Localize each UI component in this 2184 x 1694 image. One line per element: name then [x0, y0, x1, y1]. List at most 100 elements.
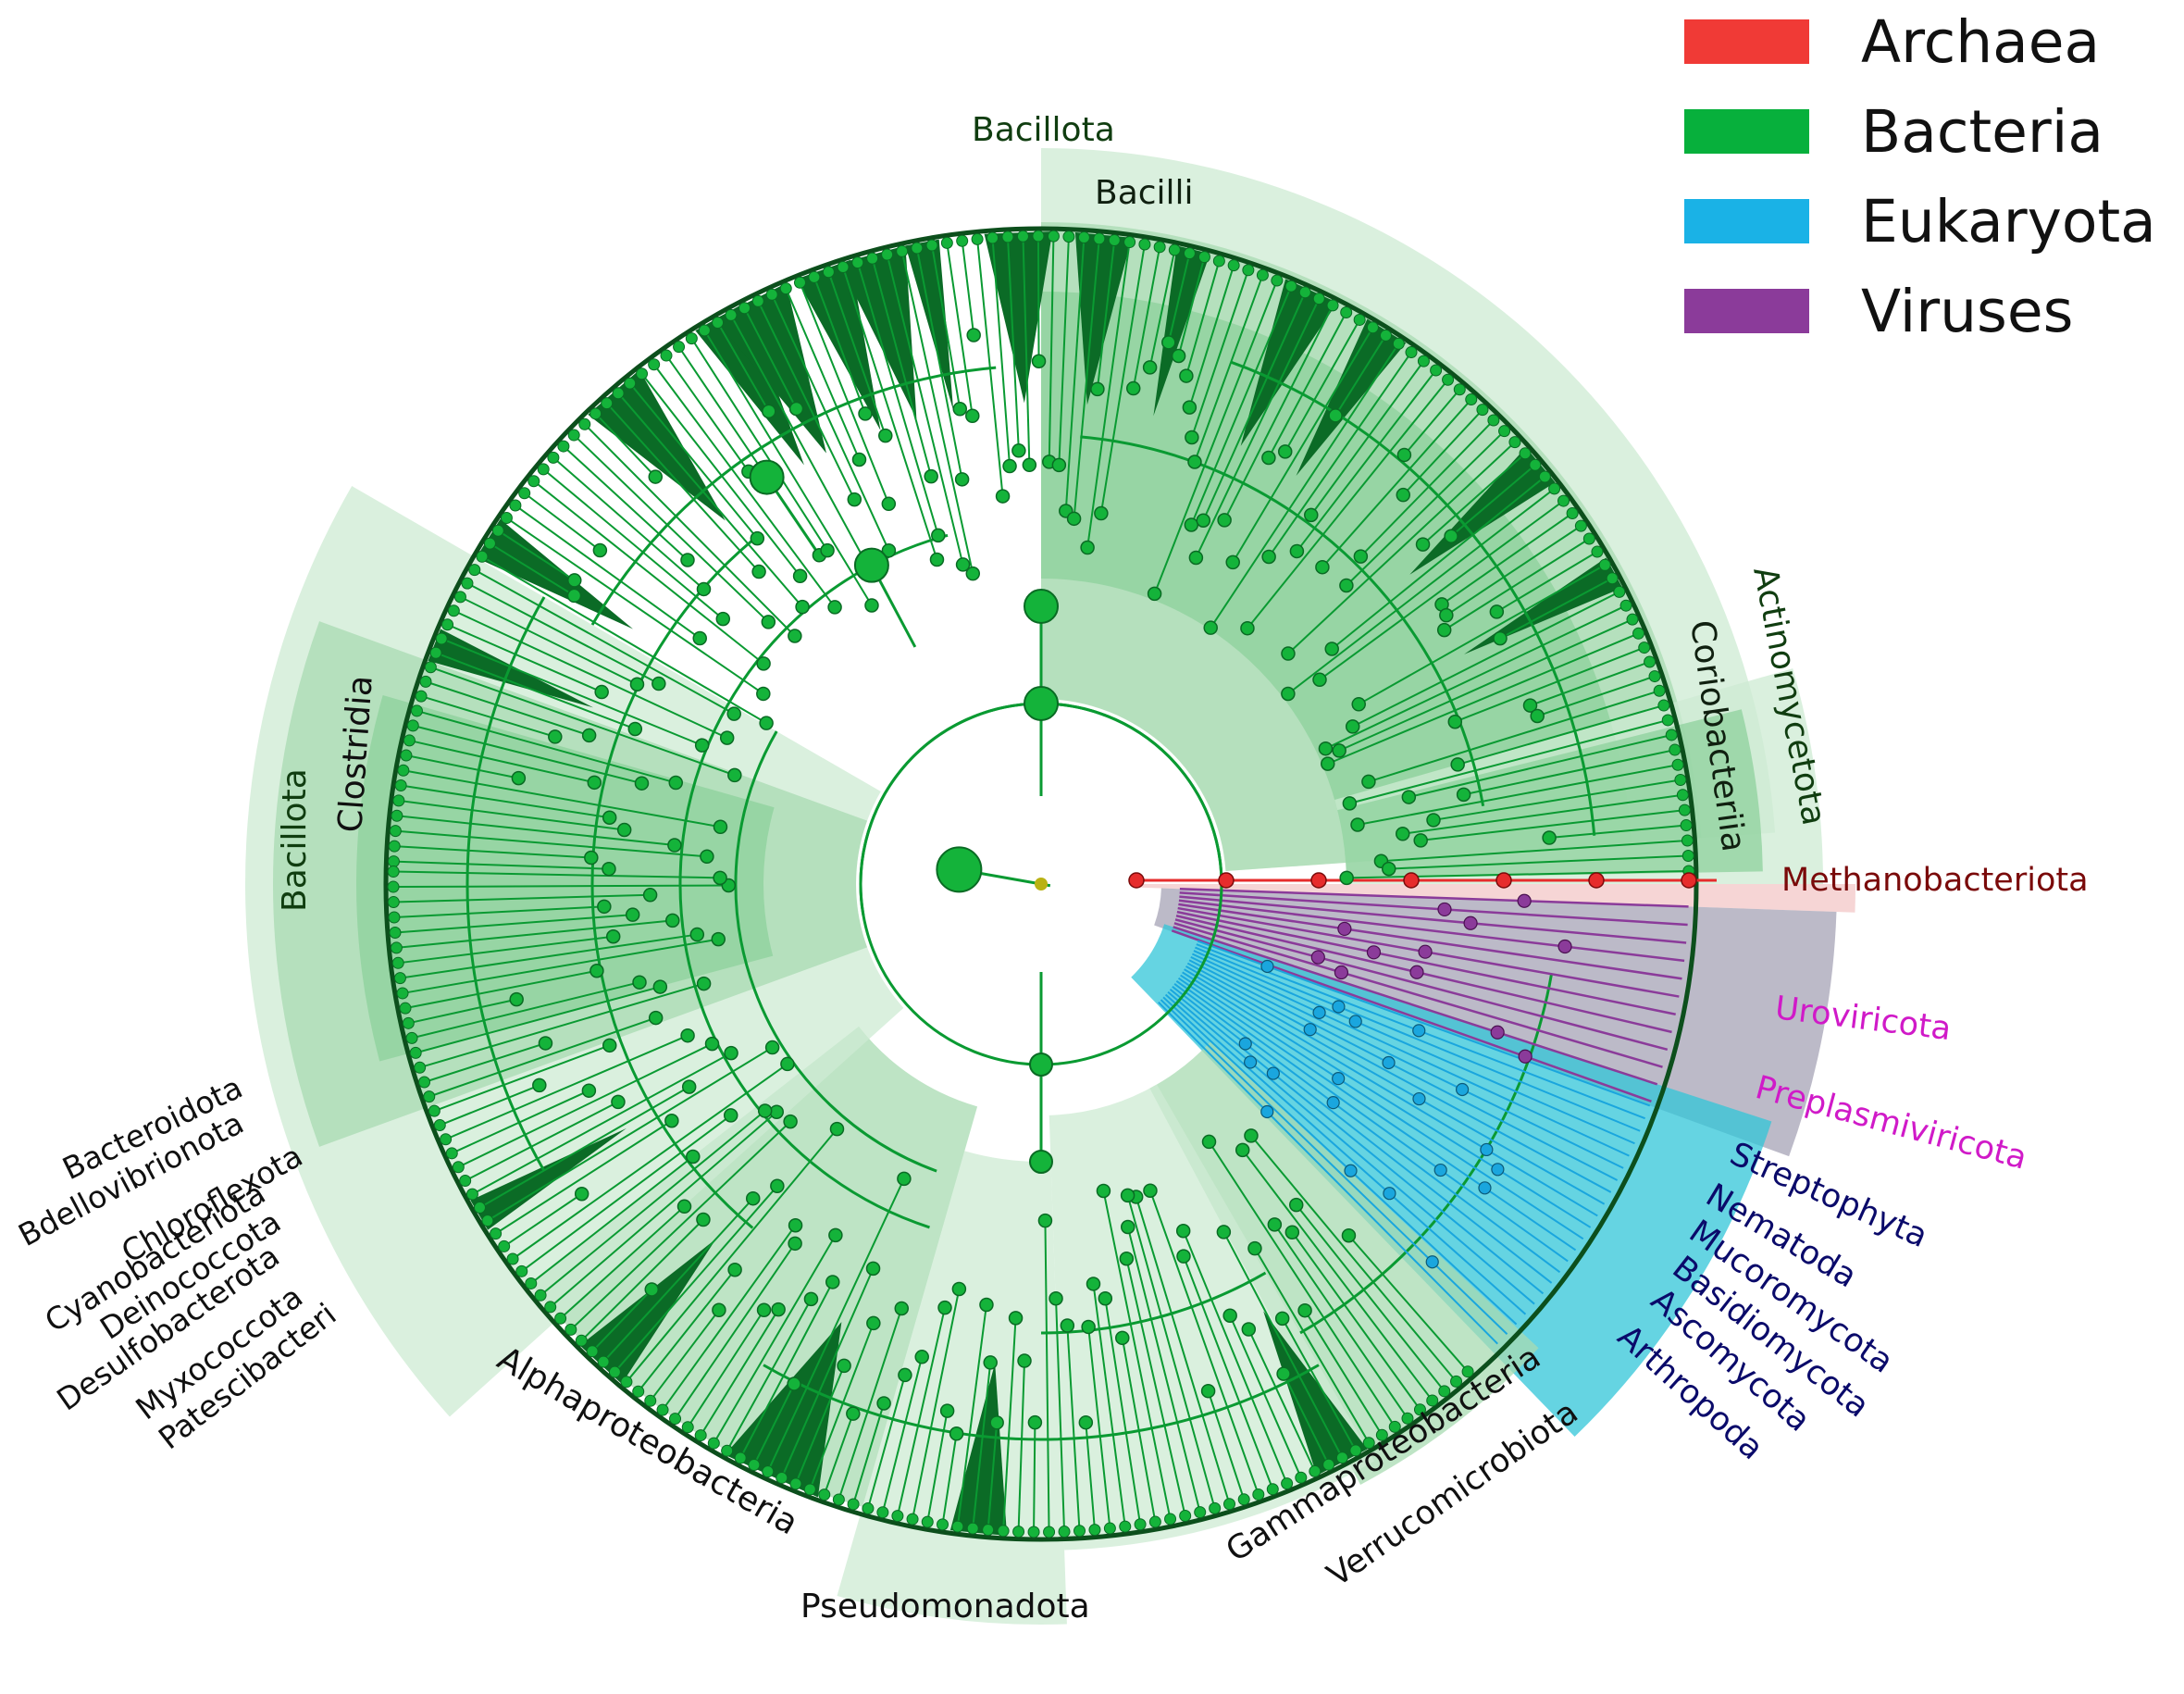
node: [1401, 790, 1417, 804]
eukaryote-node: [1344, 1164, 1358, 1177]
node: [1017, 1353, 1032, 1368]
leaf-branch: [1421, 809, 1685, 841]
leaf-branch: [1287, 441, 1516, 654]
node: [803, 1291, 819, 1307]
leaf-branch: [433, 1044, 611, 1113]
legend: Archaea Bacteria Eukaryota Viruses: [1684, 0, 2184, 370]
leaf-branch: [412, 724, 642, 785]
branch-arc-7: [590, 366, 997, 626]
leaf-branch: [823, 1413, 854, 1495]
leaf-node: [459, 1175, 472, 1188]
leaf-branch: [524, 492, 601, 552]
leaf-branch: [866, 1375, 906, 1509]
leaf-branch: [1022, 236, 1031, 466]
leaf-node: [612, 387, 625, 400]
leaf-branch: [1346, 869, 1689, 879]
leaf-branch: [1281, 1317, 1357, 1451]
leaf-node: [660, 349, 673, 362]
leaf-node: [847, 1498, 860, 1511]
node: [1008, 1311, 1024, 1326]
leaf-branch: [716, 321, 770, 412]
label-bacilli: Bacilli: [1095, 174, 1194, 212]
leaf-node: [500, 512, 513, 525]
node: [788, 1217, 803, 1233]
node: [759, 716, 774, 730]
virus-node: [1334, 965, 1349, 980]
node: [1222, 1308, 1237, 1323]
node: [1031, 354, 1047, 368]
leaf-node: [982, 1524, 995, 1537]
leaf-node: [1430, 364, 1443, 377]
node: [1415, 537, 1431, 552]
leaf-branch: [1190, 269, 1249, 438]
leaf-node: [971, 232, 984, 245]
eukaryote-branch: [1195, 946, 1641, 1132]
node: [1289, 543, 1305, 559]
node: [644, 1282, 660, 1297]
leaf-branch: [1331, 476, 1546, 650]
leaf-node: [891, 1510, 904, 1523]
leaf-node: [424, 661, 437, 674]
leaf-node: [620, 1376, 633, 1389]
leaf-branch: [687, 1309, 765, 1428]
leaf-branch: [447, 623, 602, 693]
node: [689, 927, 705, 942]
node: [667, 838, 682, 853]
virus-branch: [1178, 903, 1682, 980]
node: [1426, 813, 1441, 828]
eukaryote-node: [1383, 1187, 1396, 1201]
archaea-node: [1310, 872, 1327, 889]
leaf-branch: [570, 1120, 791, 1331]
leaf-branch: [1291, 1231, 1421, 1411]
virus-branch: [1176, 910, 1676, 1015]
leaf-node: [1058, 1526, 1071, 1538]
leaf-branch: [453, 609, 728, 740]
leaf-node: [1538, 470, 1551, 483]
node: [1125, 380, 1141, 396]
leaf-branch: [972, 1362, 992, 1529]
leaf-node: [515, 1264, 528, 1277]
leaf-branch: [396, 815, 676, 847]
clade-shading-layer: [244, 148, 1855, 1625]
leaf-branch: [842, 267, 938, 560]
leaf-branch: [1296, 369, 1437, 553]
node: [1353, 549, 1369, 564]
leaf-branch: [1153, 280, 1278, 594]
node: [1351, 697, 1366, 712]
leaf-node: [1164, 1513, 1177, 1526]
node: [1281, 686, 1296, 702]
leaf-node: [429, 646, 442, 659]
leaf-branch: [690, 338, 828, 552]
leaf-node: [1366, 321, 1379, 334]
node: [788, 1236, 802, 1252]
node: [788, 401, 804, 417]
leaf-node: [1442, 373, 1455, 386]
node: [668, 775, 684, 791]
leaf-branch: [394, 845, 591, 859]
leaf-branch: [1530, 661, 1650, 707]
eukaryote-branch: [1175, 979, 1569, 1263]
leaf-branch: [871, 257, 933, 477]
branch-arc-3: [590, 539, 754, 1229]
node: [864, 598, 879, 613]
leaf-node: [1335, 1451, 1348, 1464]
leaf-node: [483, 537, 496, 550]
leaf-branch: [780, 1267, 875, 1478]
leaf-node: [1298, 286, 1311, 299]
leaf-node: [506, 1252, 519, 1265]
leaf-branch: [838, 1308, 903, 1501]
outer-ring: [383, 226, 1699, 1542]
leaf-node: [685, 332, 698, 345]
node: [602, 810, 617, 825]
leaf-node: [414, 1061, 427, 1074]
leaf-node: [586, 1345, 599, 1358]
node: [771, 1302, 786, 1317]
leaf-branch: [617, 392, 803, 608]
leaf-branch: [591, 1289, 652, 1352]
leaf-node: [554, 1312, 567, 1325]
node: [1184, 517, 1199, 532]
leaf-branch: [739, 1281, 834, 1459]
leaf-branch: [626, 1128, 838, 1383]
node: [648, 469, 664, 484]
collapsed-clade-16: [476, 518, 634, 629]
